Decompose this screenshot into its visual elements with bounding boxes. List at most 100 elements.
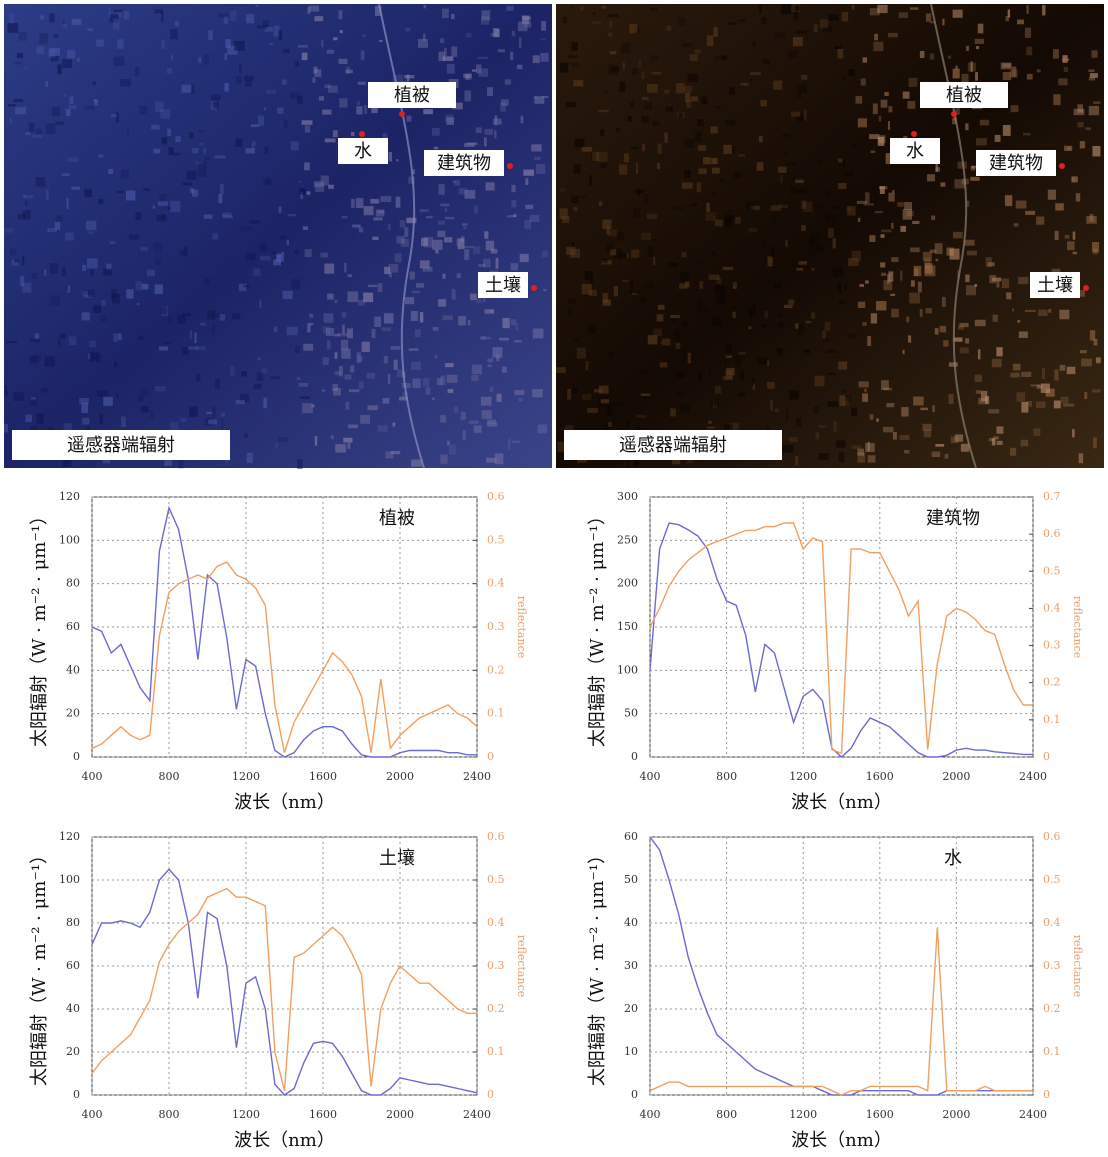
image-texture	[327, 340, 331, 349]
image-texture	[653, 121, 660, 126]
image-texture	[62, 459, 71, 467]
image-texture	[726, 343, 732, 352]
image-texture	[1090, 330, 1095, 340]
image-texture	[589, 175, 592, 185]
image-texture	[690, 54, 698, 61]
image-texture	[868, 455, 876, 462]
image-texture	[121, 169, 129, 178]
image-texture	[573, 165, 580, 174]
image-texture	[608, 422, 612, 427]
image-texture	[978, 349, 981, 359]
image-texture	[18, 214, 25, 219]
image-texture	[182, 313, 191, 316]
image-texture	[525, 178, 528, 185]
image-texture	[808, 240, 814, 247]
image-texture	[384, 267, 390, 274]
image-texture	[69, 337, 77, 346]
image-texture	[324, 313, 334, 323]
image-texture	[423, 267, 433, 272]
image-texture	[96, 354, 102, 362]
image-texture	[797, 92, 801, 98]
image-texture	[4, 424, 8, 433]
image-texture	[113, 334, 117, 342]
image-texture	[1092, 389, 1100, 392]
image-texture	[361, 51, 365, 61]
image-texture	[978, 24, 984, 34]
image-texture	[67, 285, 70, 293]
image-texture	[859, 381, 869, 387]
image-texture	[505, 79, 511, 84]
image-texture	[99, 414, 103, 423]
image-texture	[976, 138, 987, 145]
image-texture	[1080, 290, 1085, 297]
image-texture	[14, 99, 23, 102]
image-texture	[1089, 77, 1095, 80]
image-texture	[652, 239, 659, 241]
image-texture	[451, 14, 455, 19]
x-tick-label: 2000	[942, 1108, 970, 1121]
image-texture	[253, 268, 261, 275]
image-texture	[302, 53, 308, 60]
image-texture	[625, 306, 627, 308]
image-texture	[619, 81, 625, 92]
y2-tick-label: 0.4	[487, 577, 505, 590]
image-texture	[245, 254, 255, 260]
feature-label: 水	[906, 141, 924, 162]
image-texture	[411, 311, 418, 321]
image-texture	[486, 458, 496, 463]
y2-tick-label: 0.5	[1043, 873, 1061, 886]
image-texture	[344, 374, 351, 379]
image-texture	[333, 37, 337, 40]
image-texture	[121, 416, 126, 427]
image-texture	[280, 236, 287, 240]
chart-annotation: 建筑物	[926, 508, 980, 529]
image-texture	[621, 43, 631, 53]
image-texture	[648, 246, 654, 256]
image-texture	[789, 390, 799, 399]
image-texture	[434, 147, 438, 149]
image-texture	[968, 63, 976, 72]
image-texture	[627, 460, 630, 468]
image-texture	[424, 237, 434, 248]
image-texture	[953, 10, 963, 18]
image-texture	[971, 166, 976, 169]
image-texture	[424, 5, 426, 8]
image-texture	[373, 217, 382, 220]
image-texture	[339, 366, 343, 376]
image-texture	[211, 95, 222, 100]
image-texture	[862, 393, 868, 401]
image-texture	[750, 72, 761, 75]
image-texture	[681, 252, 686, 257]
image-texture	[457, 273, 461, 278]
y-tick-label: 100	[617, 663, 638, 676]
image-texture	[391, 451, 400, 454]
image-texture	[838, 183, 846, 189]
x-tick-label: 2400	[463, 770, 491, 783]
image-texture	[723, 376, 733, 380]
image-texture	[945, 454, 949, 459]
image-texture	[420, 312, 423, 322]
image-texture	[631, 280, 634, 288]
image-texture	[198, 57, 201, 62]
image-texture	[351, 199, 355, 208]
image-texture	[484, 129, 492, 135]
image-texture	[348, 424, 358, 428]
image-texture	[400, 220, 405, 227]
image-texture	[642, 144, 645, 152]
image-texture	[212, 325, 214, 335]
image-texture	[906, 316, 909, 322]
image-texture	[108, 169, 113, 174]
image-texture	[394, 360, 398, 370]
image-texture	[246, 14, 254, 23]
x-tick-label: 800	[716, 770, 737, 783]
image-texture	[826, 350, 837, 353]
image-texture	[677, 393, 684, 395]
image-texture	[903, 350, 905, 354]
image-texture	[486, 241, 494, 251]
image-texture	[452, 289, 456, 299]
y2-tick-label: 0.2	[1043, 1002, 1061, 1015]
sample-point	[359, 131, 365, 137]
image-texture	[1055, 231, 1059, 240]
image-texture	[279, 206, 282, 212]
image-texture	[339, 59, 348, 64]
